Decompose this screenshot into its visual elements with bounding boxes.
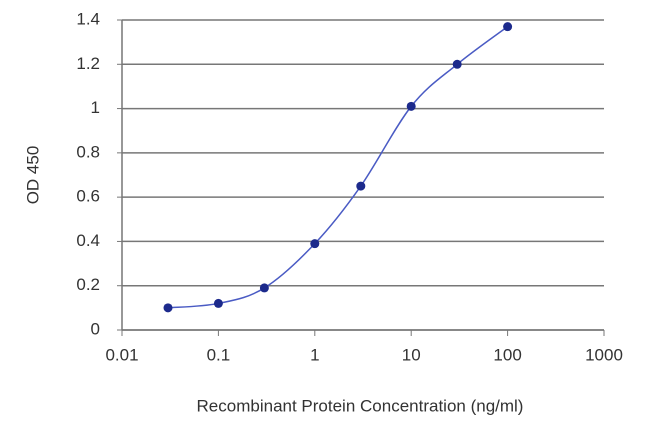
data-point (310, 239, 320, 249)
data-point (503, 22, 513, 32)
y-tick-label: 1.4 (76, 9, 100, 28)
y-tick-label: 0.2 (76, 275, 100, 294)
data-point (406, 101, 416, 111)
series-line (167, 26, 509, 309)
y-tick-label: 1 (91, 98, 100, 117)
data-point (213, 298, 223, 308)
y-tick-label: 0 (91, 319, 100, 338)
y-tick-label: 0.8 (76, 142, 100, 161)
x-tick-label: 1 (310, 345, 319, 364)
y-tick-label: 1.2 (76, 54, 100, 73)
data-point (259, 283, 269, 293)
y-axis-title: OD 450 (23, 146, 42, 205)
x-tick-label: 10 (402, 345, 421, 364)
y-tick-label: 0.4 (76, 231, 100, 250)
data-point (452, 59, 462, 69)
data-point (163, 303, 173, 313)
data-point (356, 181, 366, 191)
x-tick-label: 0.01 (105, 345, 138, 364)
x-tick-label: 100 (493, 345, 521, 364)
x-axis-title: Recombinant Protein Concentration (ng/ml… (197, 396, 524, 415)
y-tick-label: 0.6 (76, 187, 100, 206)
x-tick-label: 0.1 (207, 345, 231, 364)
x-tick-label: 1000 (585, 345, 623, 364)
